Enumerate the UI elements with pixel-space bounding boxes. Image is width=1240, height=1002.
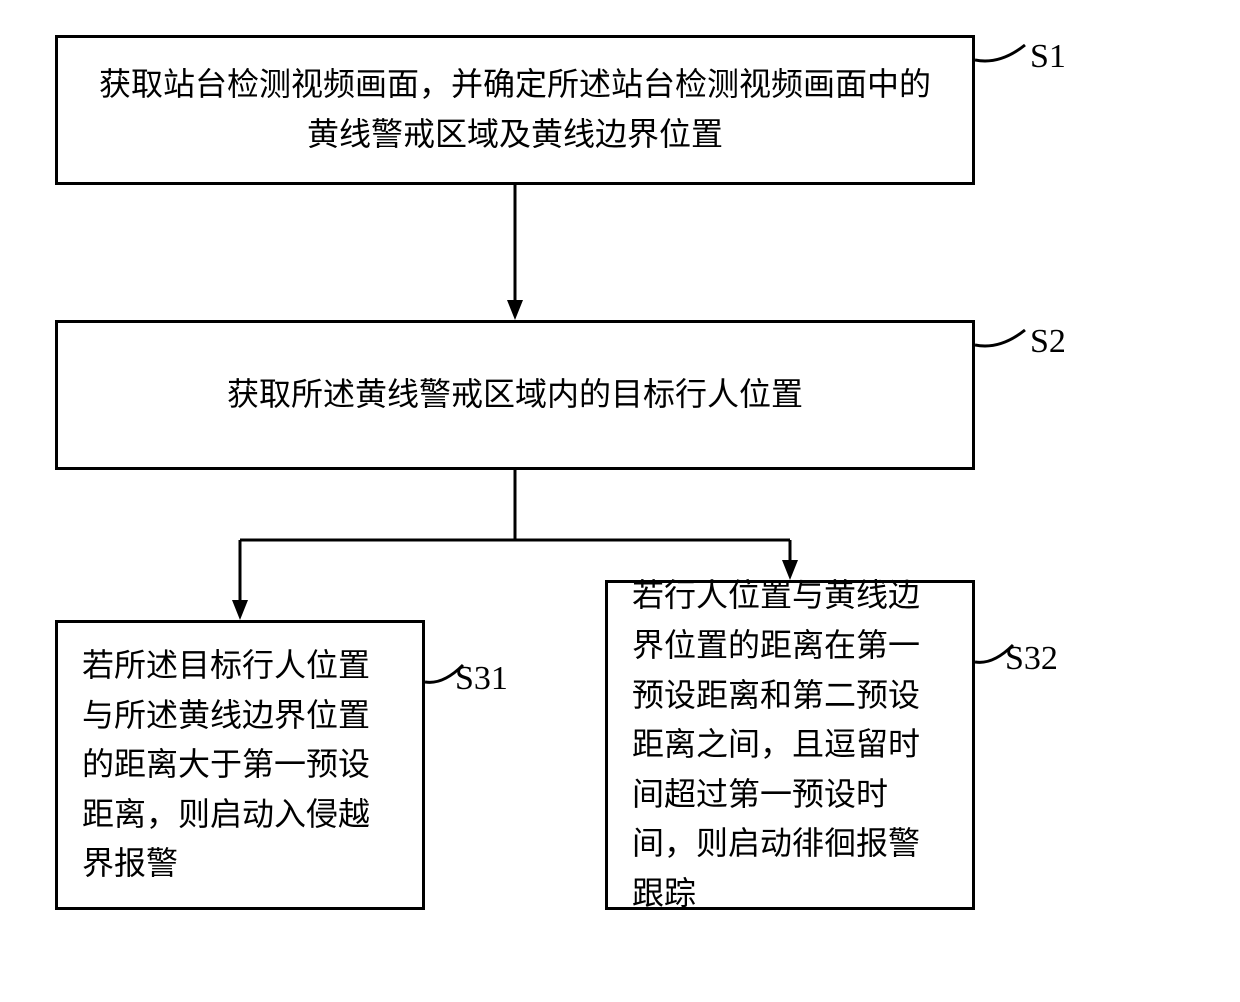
node-label-s2: S2 — [1030, 323, 1066, 361]
arrow-s1-s2 — [505, 185, 525, 320]
node-label-s1: S1 — [1030, 38, 1066, 76]
flowchart-node-s31: 若所述目标行人位置与所述黄线边界位置的距离大于第一预设距离，则启动入侵越界报警 — [55, 620, 425, 910]
flowchart-node-s2: 获取所述黄线警戒区域内的目标行人位置 — [55, 320, 975, 470]
label-connector — [975, 320, 1035, 360]
flowchart-node-s1: 获取站台检测视频画面，并确定所述站台检测视频画面中的黄线警戒区域及黄线边界位置 — [55, 35, 975, 185]
node-text: 若所述目标行人位置与所述黄线边界位置的距离大于第一预设距离，则启动入侵越界报警 — [82, 641, 398, 889]
node-text: 获取所述黄线警戒区域内的目标行人位置 — [227, 370, 803, 420]
node-label-s32: S32 — [1005, 640, 1058, 678]
node-text: 获取站台检测视频画面，并确定所述站台检测视频画面中的黄线警戒区域及黄线边界位置 — [88, 60, 942, 159]
label-connector — [975, 35, 1035, 75]
node-label-s31: S31 — [455, 660, 508, 698]
node-text: 若行人位置与黄线边界位置的距离在第一预设距离和第二预设距离之间，且逗留时间超过第… — [632, 571, 948, 918]
flowchart-node-s32: 若行人位置与黄线边界位置的距离在第一预设距离和第二预设距离之间，且逗留时间超过第… — [605, 580, 975, 910]
flowchart-container: 获取站台检测视频画面，并确定所述站台检测视频画面中的黄线警戒区域及黄线边界位置 … — [0, 0, 1240, 1002]
